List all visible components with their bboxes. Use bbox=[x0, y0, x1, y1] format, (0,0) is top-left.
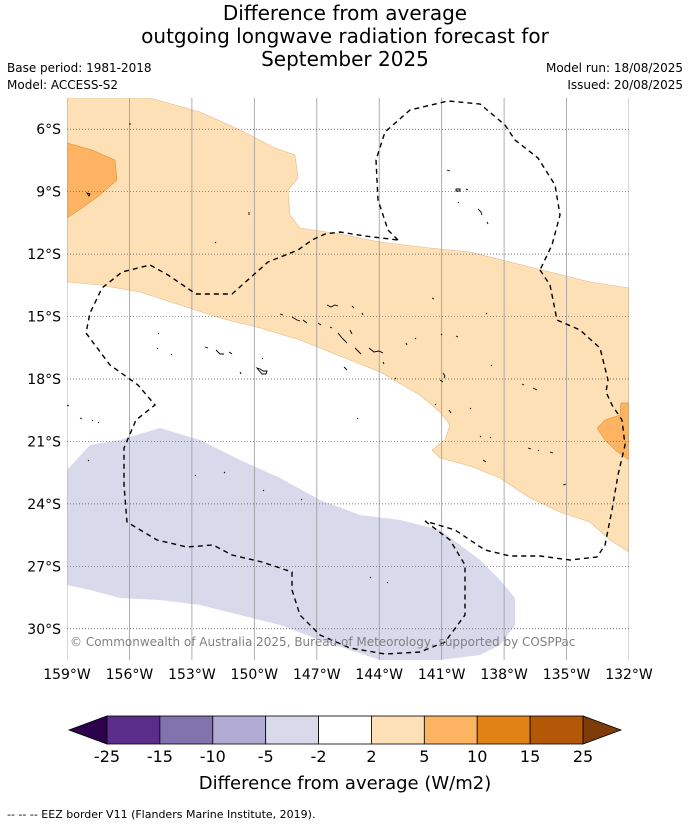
latitude-tick-label: 21°S bbox=[27, 434, 61, 450]
longitude-tick-label: 138°W bbox=[480, 667, 528, 683]
longitude-tick-label: 156°W bbox=[106, 667, 154, 683]
colorbar-tick-label: 25 bbox=[573, 747, 593, 766]
latitude-tick-label: 12°S bbox=[27, 247, 61, 263]
colorbar-segment bbox=[371, 715, 425, 745]
colorbar-under-arrow bbox=[67, 715, 108, 745]
title-line-3: September 2025 bbox=[261, 47, 429, 71]
colorbar-segment bbox=[159, 715, 214, 745]
title-line-1: Difference from average bbox=[222, 1, 468, 25]
longitude-tick-label: 159°W bbox=[43, 667, 91, 683]
colorbar-segment bbox=[212, 715, 267, 745]
latitude-labels: 6°S 9°S 12°S 15°S 18°S 21°S 24°S 27°S 30°S bbox=[27, 122, 61, 638]
map-grid bbox=[67, 98, 629, 660]
colorbar-labels: -25 -15 -10 -5 -2 2 5 10 15 25 bbox=[94, 747, 593, 766]
positive-anomaly-region bbox=[67, 98, 629, 553]
latitude-tick-label: 27°S bbox=[27, 559, 61, 575]
latitude-tick-label: 18°S bbox=[27, 372, 61, 388]
colorbar-tick-label: -15 bbox=[147, 747, 173, 766]
colorbar bbox=[67, 715, 623, 745]
title-line-2: outgoing longwave radiation forecast for bbox=[141, 24, 549, 48]
colorbar-segment bbox=[423, 715, 478, 745]
copyright-notice: © Commonwealth of Australia 2025, Bureau… bbox=[70, 635, 575, 649]
eez-footnote: -- -- -- EEZ border V11 (Flanders Marine… bbox=[7, 808, 316, 821]
islands bbox=[67, 123, 567, 584]
colorbar-tick-label: -25 bbox=[94, 747, 120, 766]
latitude-tick-label: 15°S bbox=[27, 310, 61, 326]
issued-date: Issued: 20/08/2025 bbox=[567, 78, 683, 92]
meta-left: Base period: 1981-2018 Model: ACCESS-S2 bbox=[7, 60, 152, 94]
colorbar-tick-label: -5 bbox=[258, 747, 274, 766]
colorbar-segment bbox=[106, 715, 161, 745]
colorbar-tick-label: 2 bbox=[366, 747, 376, 766]
eez-border-south bbox=[85, 231, 466, 655]
colorbar-segment bbox=[318, 715, 372, 745]
latitude-tick-label: 30°S bbox=[27, 622, 61, 638]
colorbar-segment bbox=[476, 715, 531, 745]
positive-anomaly-pocket-west bbox=[67, 142, 118, 219]
model-name: Model: ACCESS-S2 bbox=[7, 78, 119, 92]
colorbar-segment bbox=[265, 715, 319, 745]
colorbar-tick-label: 15 bbox=[520, 747, 540, 766]
base-period: Base period: 1981-2018 bbox=[7, 61, 152, 75]
latitude-tick-label: 9°S bbox=[36, 185, 61, 201]
longitude-tick-label: 153°W bbox=[168, 667, 216, 683]
colorbar-segment bbox=[529, 715, 584, 745]
colorbar-over-arrow bbox=[582, 715, 623, 745]
colorbar-title: Difference from average (W/m2) bbox=[199, 773, 491, 794]
longitude-tick-label: 141°W bbox=[418, 667, 466, 683]
longitude-tick-label: 150°W bbox=[231, 667, 279, 683]
colorbar-tick-label: 5 bbox=[419, 747, 429, 766]
negative-anomaly-region bbox=[67, 428, 515, 660]
colorbar-tick-label: 10 bbox=[467, 747, 487, 766]
map-title: Difference from average outgoing longwav… bbox=[0, 2, 690, 71]
anomaly-map: © Commonwealth of Australia 2025, Bureau… bbox=[27, 98, 653, 794]
latitude-tick-label: 6°S bbox=[36, 122, 61, 138]
eez-border-central bbox=[424, 269, 626, 561]
longitude-tick-label: 144°W bbox=[355, 667, 403, 683]
latitude-tick-label: 24°S bbox=[27, 497, 61, 513]
longitude-tick-label: 135°W bbox=[543, 667, 591, 683]
longitude-tick-label: 147°W bbox=[293, 667, 341, 683]
longitude-tick-label: 132°W bbox=[605, 667, 653, 683]
longitude-labels: 159°W 156°W 153°W 150°W 147°W 144°W 141°W 138°W… bbox=[43, 667, 653, 683]
eez-border-north bbox=[375, 100, 561, 271]
colorbar-tick-label: -2 bbox=[311, 747, 327, 766]
meta-right: Model run: 18/08/2025 Issued: 20/08/2025 bbox=[546, 60, 683, 94]
colorbar-tick-label: -10 bbox=[200, 747, 226, 766]
model-run: Model run: 18/08/2025 bbox=[545, 61, 683, 75]
